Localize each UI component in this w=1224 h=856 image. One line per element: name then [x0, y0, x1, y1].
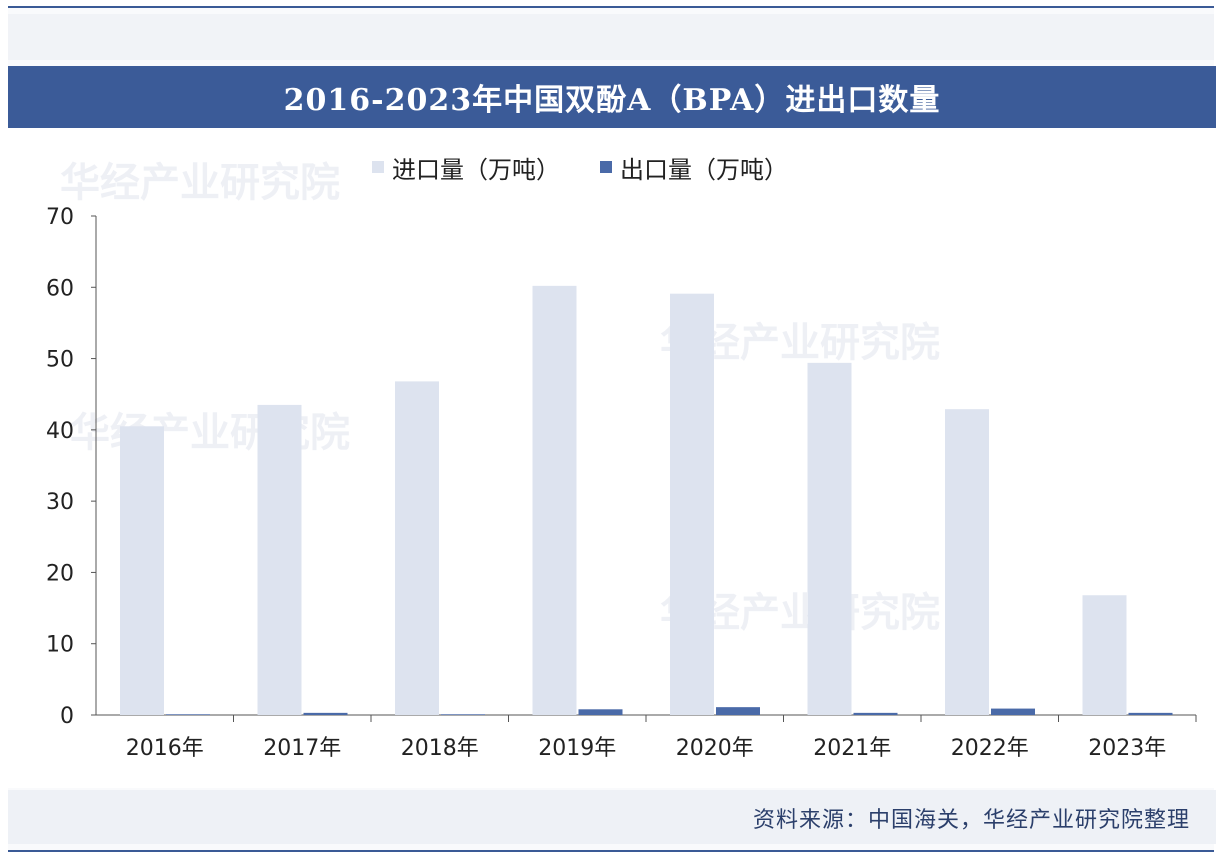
bar-export	[853, 712, 898, 715]
x-tick-label: 2019年	[538, 736, 616, 761]
legend-swatch-import	[372, 161, 384, 173]
source-bar: 资料来源：中国海关，华经产业研究院整理	[8, 790, 1216, 844]
y-tick-label: 50	[46, 348, 74, 373]
bar-export	[441, 714, 485, 715]
x-tick-label: 2022年	[951, 736, 1029, 761]
bar-import	[945, 409, 989, 715]
y-tick-label: 0	[60, 704, 74, 729]
chart-title: 2016-2023年中国双酚A（BPA）进出口数量	[283, 83, 941, 118]
legend-label-import: 进口量（万吨）	[392, 155, 560, 184]
bar-import	[395, 381, 439, 715]
bar-export	[1128, 712, 1173, 715]
source-note: 资料来源：中国海关，华经产业研究院整理	[752, 808, 1190, 833]
bar-export	[578, 709, 623, 715]
watermark: 华经产业研究院	[70, 410, 350, 456]
x-tick-label: 2021年	[813, 736, 891, 761]
bar-import	[532, 285, 577, 715]
bar-import	[257, 404, 302, 715]
bar-export	[991, 708, 1035, 715]
bar-export	[716, 707, 760, 715]
bar-import	[670, 293, 714, 715]
x-tick-label: 2018年	[401, 736, 479, 761]
bar-export	[303, 712, 348, 715]
plot-area	[8, 128, 1216, 788]
watermark: 华经产业研究院	[60, 160, 340, 206]
bar-import	[807, 362, 852, 715]
legend-swatch-export	[600, 161, 612, 173]
y-tick-label: 40	[46, 419, 74, 444]
top-strip	[8, 14, 1214, 60]
legend: 进口量（万吨） 出口量（万吨）	[372, 150, 788, 184]
bar-import	[1082, 595, 1127, 715]
legend-item-export: 出口量（万吨）	[600, 150, 788, 185]
title-bar: 2016-2023年中国双酚A（BPA）进出口数量	[8, 66, 1216, 128]
x-tick-label: 2016年	[126, 736, 204, 761]
bar-import	[120, 426, 164, 715]
legend-item-import: 进口量（万吨）	[372, 150, 560, 185]
bar-export	[166, 714, 210, 715]
y-tick-label: 30	[46, 490, 74, 515]
y-tick-label: 60	[46, 276, 74, 301]
x-tick-label: 2020年	[676, 736, 754, 761]
y-tick-label: 10	[46, 633, 74, 658]
x-tick-label: 2017年	[263, 736, 341, 761]
x-tick-label: 2023年	[1088, 736, 1166, 761]
y-tick-label: 70	[46, 205, 74, 230]
legend-label-export: 出口量（万吨）	[620, 155, 788, 184]
y-tick-label: 20	[46, 561, 74, 586]
